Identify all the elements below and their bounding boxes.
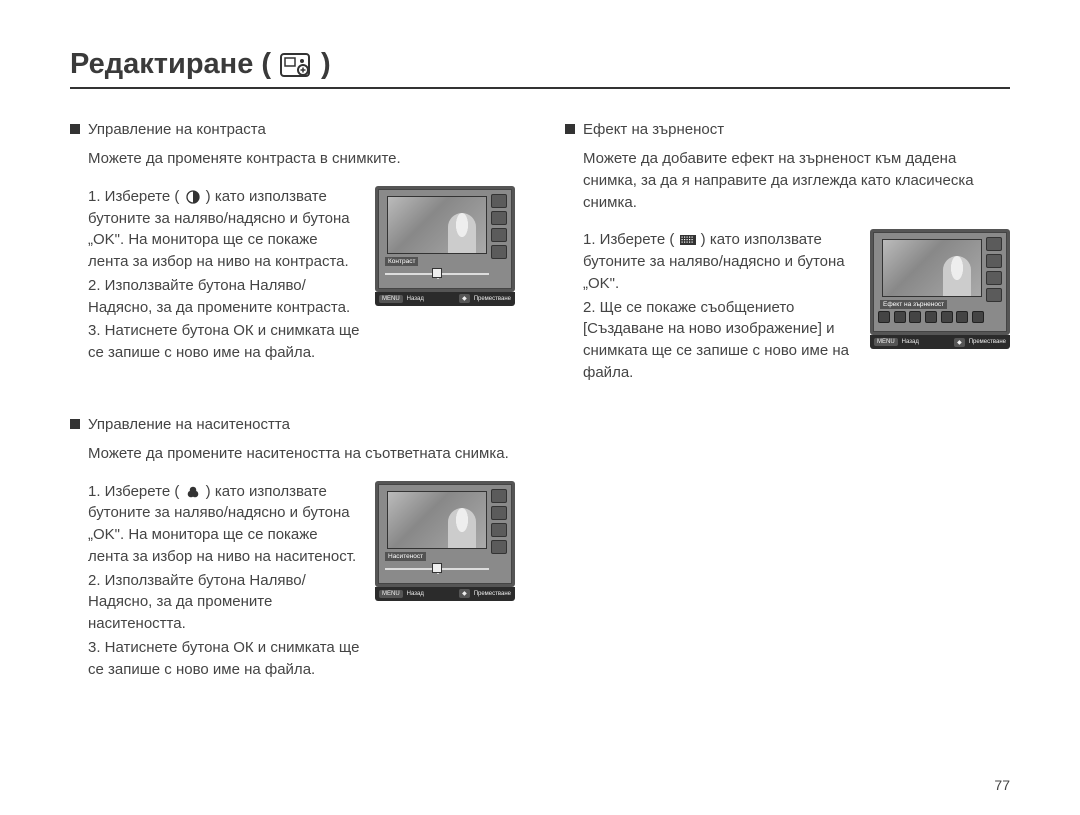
- list-item: 1. Изберете ( ) като използвате бутоните…: [583, 229, 856, 294]
- bullet-icon: [565, 124, 575, 134]
- saturation-section: Управление на наситеността Можете да про…: [70, 414, 515, 683]
- grain-section: Ефект на зърненост Можете да добавите еф…: [565, 119, 1010, 386]
- grain-intro: Можете да добавите ефект на зърненост къ…: [583, 148, 1010, 213]
- grain-icon: [679, 233, 697, 247]
- level-slider: [385, 563, 489, 575]
- side-toolbar: [491, 194, 509, 259]
- list-item: 2. Ще се покаже съобщението [Създаване н…: [583, 297, 856, 384]
- list-item: 2. Използвайте бутона Наляво/ Надясно, з…: [88, 570, 361, 635]
- grain-steps: 1. Изберете ( ) като използвате бутоните…: [583, 229, 856, 385]
- contrast-screenshot: Контраст MENU Назад ◆ Преместване: [375, 186, 515, 306]
- menu-badge: MENU: [874, 338, 898, 346]
- move-badge: ◆: [954, 338, 965, 347]
- right-column: Ефект на зърненост Можете да добавите еф…: [565, 119, 1010, 730]
- level-slider: [385, 268, 489, 280]
- step-text: 1. Изберете (: [583, 231, 674, 248]
- footer-back: Назад: [407, 591, 424, 597]
- saturation-screenshot: Наситеност MENU Назад ◆ Преместване: [375, 481, 515, 601]
- edit-title-icon: [279, 50, 313, 80]
- side-toolbar: [986, 237, 1004, 302]
- contrast-section: Управление на контраста Можете да промен…: [70, 119, 515, 366]
- saturation-intro: Можете да промените наситеността на съот…: [88, 443, 515, 465]
- effect-icon-row: [878, 311, 984, 323]
- grain-screenshot: Ефект на зърненост MENU Назад ◆ Преместв…: [870, 229, 1010, 349]
- footer-move: Преместване: [474, 296, 511, 302]
- screen-label: Наситеност: [385, 552, 426, 561]
- move-badge: ◆: [459, 589, 470, 598]
- title-rule: [70, 87, 1010, 89]
- screen-label: Ефект на зърненост: [880, 300, 947, 309]
- contrast-icon: [184, 190, 202, 204]
- step-text: 1. Изберете (: [88, 188, 179, 205]
- grain-heading: Ефект на зърненост: [583, 119, 724, 140]
- contrast-heading: Управление на контраста: [88, 119, 266, 140]
- screen-footer: MENU Назад ◆ Преместване: [375, 587, 515, 601]
- list-item: 3. Натиснете бутона ОК и снимката ще се …: [88, 320, 361, 364]
- list-item: 1. Изберете ( ) като използвате бутоните…: [88, 186, 361, 273]
- side-toolbar: [491, 489, 509, 554]
- page-number: 77: [994, 777, 1010, 793]
- page-title: Редактиране (: [70, 48, 271, 81]
- bullet-icon: [70, 124, 80, 134]
- screen-label: Контраст: [385, 257, 418, 266]
- preview-photo: [882, 239, 982, 297]
- contrast-intro: Можете да променяте контраста в снимките…: [88, 148, 515, 170]
- saturation-heading: Управление на наситеността: [88, 414, 290, 435]
- list-item: 3. Натиснете бутона ОК и снимката ще се …: [88, 637, 361, 681]
- menu-badge: MENU: [379, 295, 403, 303]
- contrast-steps: 1. Изберете ( ) като използвате бутоните…: [88, 186, 361, 366]
- footer-move: Преместване: [474, 591, 511, 597]
- preview-photo: [387, 491, 487, 549]
- screen-footer: MENU Назад ◆ Преместване: [870, 335, 1010, 349]
- list-item: 1. Изберете ( ) като използвате бутоните…: [88, 481, 361, 568]
- saturation-steps: 1. Изберете ( ) като използвате бутоните…: [88, 481, 361, 683]
- footer-back: Назад: [902, 339, 919, 345]
- saturation-icon: [184, 485, 202, 499]
- list-item: 2. Използвайте бутона Наляво/Надясно, за…: [88, 275, 361, 319]
- move-badge: ◆: [459, 294, 470, 303]
- left-column: Управление на контраста Можете да промен…: [70, 119, 515, 730]
- screen-footer: MENU Назад ◆ Преместване: [375, 292, 515, 306]
- menu-badge: MENU: [379, 590, 403, 598]
- step-text: 1. Изберете (: [88, 483, 179, 500]
- footer-back: Назад: [407, 296, 424, 302]
- footer-move: Преместване: [969, 339, 1006, 345]
- page-title-row: Редактиране ( ): [70, 48, 1010, 81]
- preview-photo: [387, 196, 487, 254]
- content-columns: Управление на контраста Можете да промен…: [70, 119, 1010, 730]
- bullet-icon: [70, 419, 80, 429]
- page-title-close: ): [321, 48, 331, 81]
